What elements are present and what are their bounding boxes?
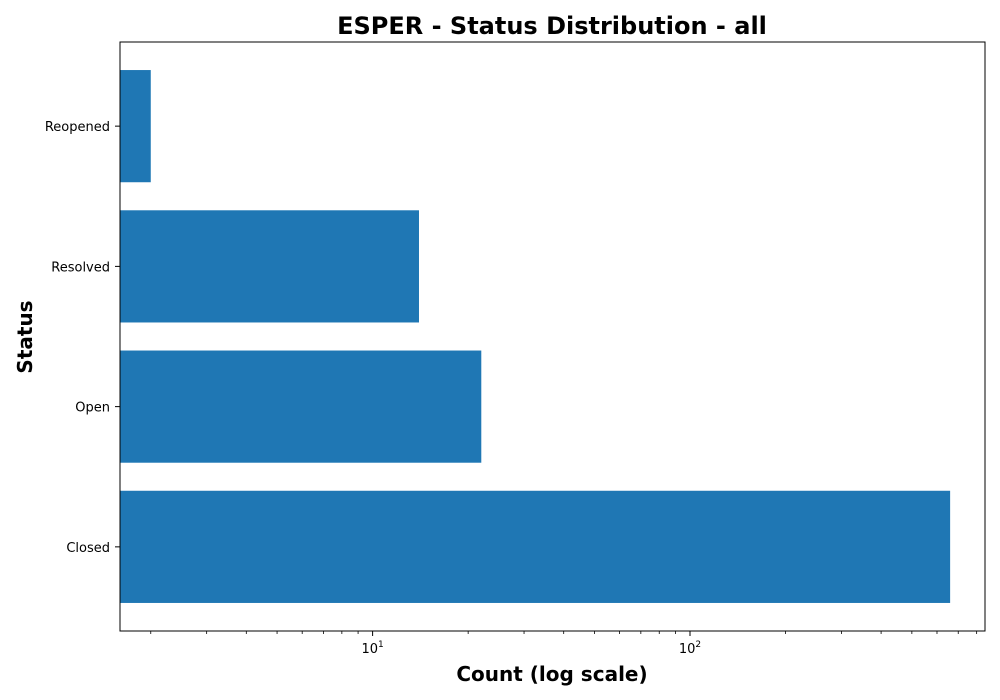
bar-reopened bbox=[120, 70, 151, 183]
x-tick-label-base: 10 bbox=[361, 642, 378, 657]
y-tick-label-open: Open bbox=[75, 401, 110, 416]
y-tick-label-closed: Closed bbox=[66, 541, 110, 556]
y-tick-label-resolved: Resolved bbox=[51, 260, 110, 275]
bar-closed bbox=[120, 490, 951, 603]
x-tick-label-exp: 1 bbox=[378, 640, 384, 650]
x-tick-label: 102 bbox=[679, 640, 701, 657]
y-axis-label: Status bbox=[13, 300, 37, 373]
x-axis-label: Count (log scale) bbox=[456, 662, 647, 686]
bars-group bbox=[120, 70, 951, 603]
bar-resolved bbox=[120, 210, 419, 323]
y-tick-label-reopened: Reopened bbox=[45, 120, 110, 135]
x-tick-label: 101 bbox=[361, 640, 383, 657]
bar-open bbox=[120, 350, 482, 463]
chart-title: ESPER - Status Distribution - all bbox=[337, 12, 767, 40]
plot-frame bbox=[119, 41, 986, 632]
x-tick-label-exp: 2 bbox=[695, 640, 701, 650]
x-tick-label-base: 10 bbox=[679, 642, 696, 657]
